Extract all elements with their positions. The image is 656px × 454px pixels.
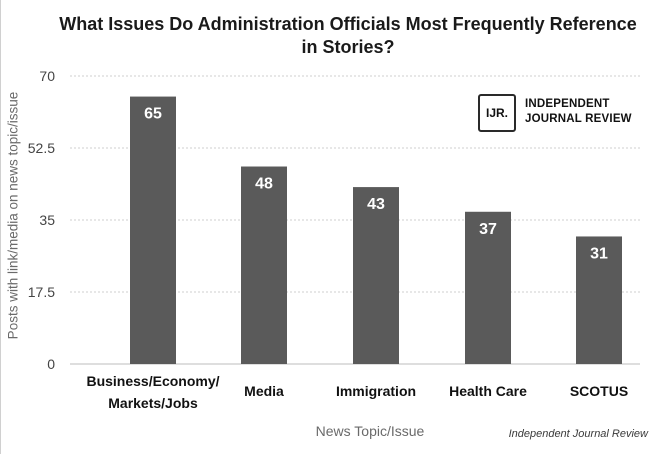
- bar-value-label: 65: [144, 106, 162, 123]
- ijr-logo-line-2: JOURNAL REVIEW: [525, 113, 632, 125]
- x-category-label: SCOTUS: [570, 383, 628, 399]
- bar: [353, 187, 399, 364]
- x-category-label: Immigration: [336, 383, 416, 399]
- y-tick-label: 35: [39, 212, 55, 228]
- chart-title-line-1: What Issues Do Administration Officials …: [59, 14, 637, 34]
- source-credit: Independent Journal Review: [508, 428, 648, 440]
- y-tick-label: 52.5: [28, 140, 55, 156]
- bar-value-label: 31: [590, 245, 608, 262]
- bar: [241, 166, 287, 364]
- ijr-logo-mark: IJR.: [478, 94, 516, 132]
- bar-value-label: 48: [255, 176, 273, 193]
- y-tick-label: 70: [39, 68, 55, 84]
- ijr-logo: IJR. INDEPENDENT JOURNAL REVIEW: [478, 94, 638, 134]
- bar: [576, 236, 622, 364]
- x-category-label: Media: [244, 383, 284, 399]
- x-category-label: Business/Economy/: [86, 373, 219, 389]
- x-category-label: Markets/Jobs: [108, 395, 198, 411]
- y-tick-label: 17.5: [28, 284, 55, 300]
- bar: [130, 96, 176, 365]
- bar-value-label: 43: [367, 196, 385, 213]
- x-axis-label: News Topic/Issue: [315, 423, 425, 439]
- chart-title-line-2: in Stories?: [301, 37, 395, 57]
- ijr-logo-line-1: INDEPENDENT: [525, 98, 610, 110]
- left-border: [0, 0, 1, 454]
- x-category-label: Health Care: [449, 383, 527, 399]
- bar: [465, 211, 511, 364]
- y-tick-label: 0: [47, 356, 55, 372]
- bar-value-label: 37: [479, 221, 497, 238]
